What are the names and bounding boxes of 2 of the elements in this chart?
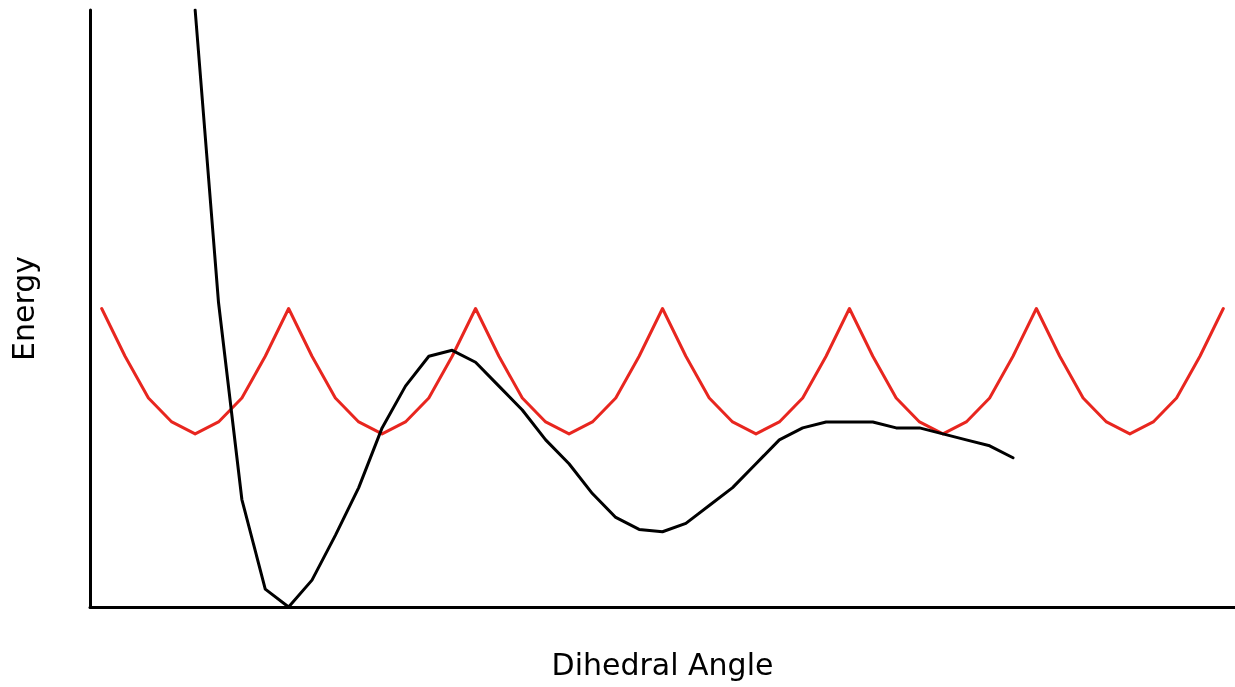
y-axis-title: Energy <box>5 255 41 362</box>
x-axis-title: Dihedral Angle <box>551 646 774 682</box>
